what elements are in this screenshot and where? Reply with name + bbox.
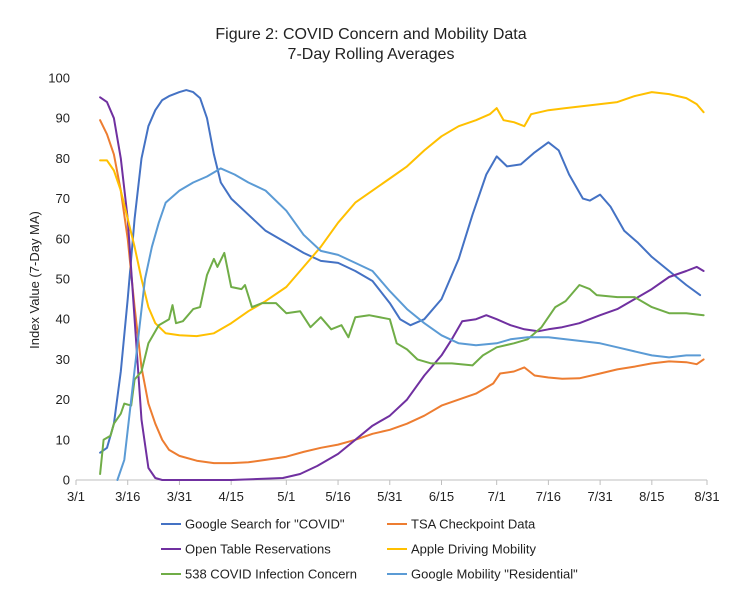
x-tick-label: 6/15 (429, 489, 454, 504)
y-tick-label: 60 (56, 231, 70, 246)
legend-label: Google Search for "COVID" (185, 517, 345, 532)
x-tick-label: 3/31 (167, 489, 192, 504)
x-tick-label: 5/1 (277, 489, 295, 504)
y-tick-label: 30 (56, 352, 70, 367)
series-line-5 (99, 251, 705, 475)
x-tick-label: 5/31 (377, 489, 402, 504)
axes: 3/1 3/16 3/31 4/15 5/1 5/16 5/31 6/15 7/1 7/16 7/3… (48, 71, 719, 505)
x-tick-label: 8/15 (639, 489, 664, 504)
y-tick-label: 40 (56, 312, 70, 327)
chart-subtitle: 7-Day Rolling Averages (288, 46, 455, 63)
y-tick-label: 0 (63, 473, 70, 488)
x-tick-label: 3/1 (67, 489, 85, 504)
y-tick-label: 50 (56, 272, 70, 287)
x-tick-label: 5/16 (325, 489, 350, 504)
legend-label: Apple Driving Mobility (411, 542, 536, 557)
series-line-4 (99, 91, 705, 338)
series-line-2 (99, 119, 705, 465)
y-tick-label: 20 (56, 392, 70, 407)
series-line-3 (99, 96, 705, 481)
y-tick-label: 10 (56, 432, 70, 447)
x-tick-label: 7/1 (488, 489, 506, 504)
legend-label: Google Mobility "Residential" (411, 567, 578, 582)
x-tick-label: 8/31 (694, 489, 719, 504)
y-tick-label: 80 (56, 151, 70, 166)
series-line-1 (99, 89, 702, 454)
y-tick-label: 70 (56, 191, 70, 206)
x-tick-label: 7/31 (587, 489, 612, 504)
y-tick-label: 90 (56, 111, 70, 126)
x-tick-label: 3/16 (115, 489, 140, 504)
legend: Google Search for "COVID" TSA Checkpoint … (161, 517, 578, 582)
series-line-6 (116, 167, 702, 481)
y-tick-label: 100 (48, 71, 70, 86)
legend-label: 538 COVID Infection Concern (185, 567, 357, 582)
legend-label: Open Table Reservations (185, 542, 331, 557)
chart-title: Figure 2: COVID Concern and Mobility Dat… (215, 26, 526, 43)
y-axis-label: Index Value (7-Day MA) (27, 211, 42, 349)
series-lines (99, 89, 705, 481)
x-tick-label: 7/16 (536, 489, 561, 504)
legend-label: TSA Checkpoint Data (411, 517, 536, 532)
x-tick-label: 4/15 (219, 489, 244, 504)
